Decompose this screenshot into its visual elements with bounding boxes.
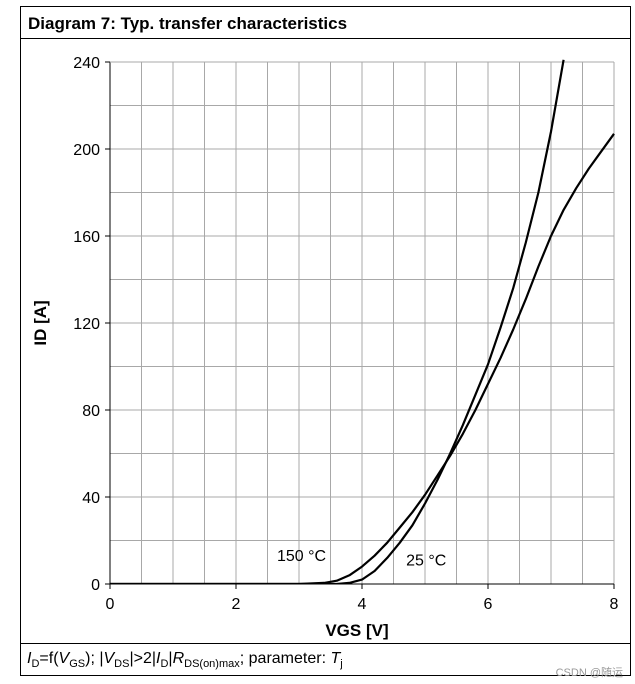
footer-caption: ID=f(VGS); |VDS|>2|ID|RDS(on)max; parame… <box>21 643 630 675</box>
annotation-150c: 150 °C <box>277 548 326 565</box>
y-tick-label: 240 <box>73 55 100 72</box>
y-tick-label: 200 <box>73 142 100 159</box>
footer-i: I <box>27 650 32 667</box>
footer-d: D <box>31 658 40 671</box>
x-axis-label: VGS [V] <box>325 621 388 640</box>
footer-dson: DS(on)max <box>184 658 240 671</box>
footer-i2: I <box>156 650 161 667</box>
annotation-25c: 25 °C <box>406 553 446 570</box>
footer-j: j <box>340 658 343 671</box>
footer-gt: |>2| <box>129 650 156 667</box>
y-tick-label: 160 <box>73 229 100 246</box>
footer-r: R <box>172 650 185 667</box>
series-line-150c <box>110 133 615 584</box>
footer-t: T <box>330 650 341 667</box>
diagram-frame: Diagram 7: Typ. transfer characteristics… <box>20 6 631 676</box>
x-tick-label: 8 <box>610 596 619 613</box>
y-tick-label: 0 <box>91 577 100 594</box>
watermark: CSDN @随运 <box>555 667 623 679</box>
footer-gs: GS <box>69 658 86 671</box>
x-tick-label: 0 <box>106 596 115 613</box>
x-tick-label: 2 <box>232 596 241 613</box>
x-tick-label: 4 <box>358 596 367 613</box>
y-tick-label: 80 <box>82 403 100 420</box>
y-tick-label: 40 <box>82 490 100 507</box>
y-axis-label: ID [A] <box>31 300 50 345</box>
chart-title: Diagram 7: Typ. transfer characteristics <box>21 7 630 39</box>
footer-eq: =f( <box>39 650 59 667</box>
series-line-25c <box>110 59 565 584</box>
footer-param: ; parameter: <box>239 650 331 667</box>
footer-v: V <box>58 650 70 667</box>
footer-d2: D <box>160 658 169 671</box>
x-tick-label: 6 <box>484 596 493 613</box>
footer-sep: ); | <box>85 650 104 667</box>
footer-bar: | <box>168 650 173 667</box>
series-lines <box>110 59 615 584</box>
y-tick-label: 120 <box>73 316 100 333</box>
footer-ds: DS <box>114 658 130 671</box>
footer-v2: V <box>103 650 115 667</box>
